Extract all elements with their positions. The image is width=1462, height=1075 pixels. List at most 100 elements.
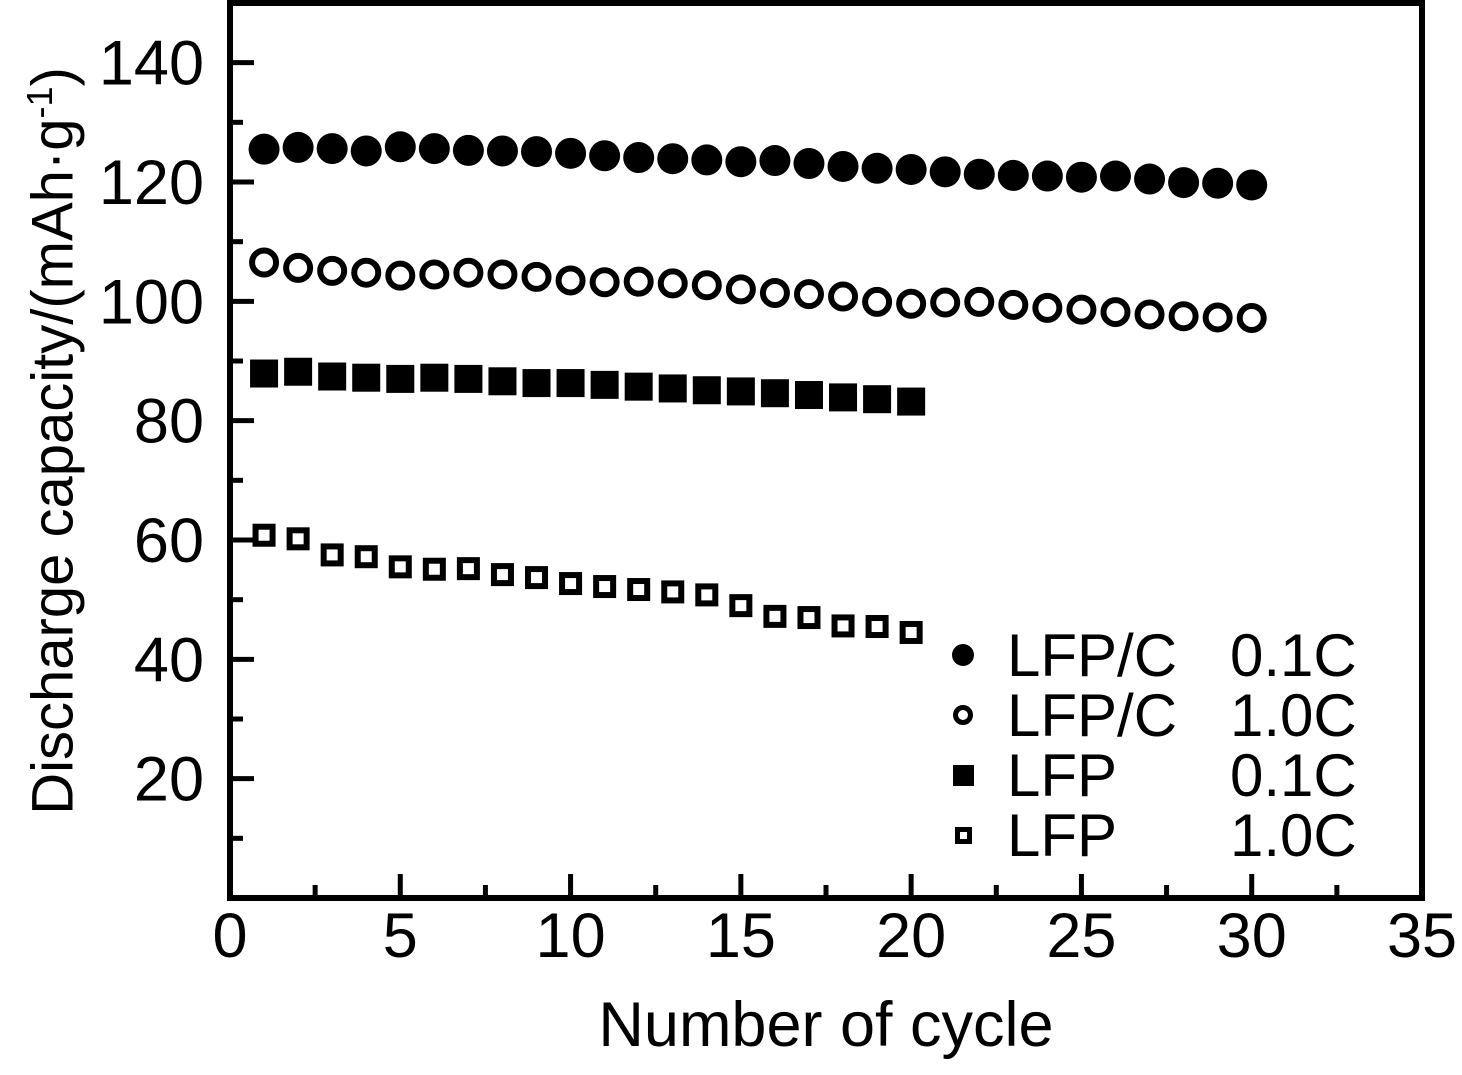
point-lfp-c-1-0c — [759, 277, 790, 308]
legend-marker-cell — [932, 644, 994, 666]
point-lfp-0-1c — [760, 379, 789, 408]
legend-rate-label: 0.1C — [1230, 621, 1357, 689]
point-lfp-c-0-1c — [350, 135, 382, 167]
point-lfp-0-1c — [386, 364, 415, 393]
point-lfp-c-0-1c — [963, 158, 995, 190]
y-tick-label: 100 — [99, 267, 204, 337]
legend-material-label: LFP/C — [1007, 681, 1178, 749]
y-tick-label: 80 — [134, 387, 204, 457]
point-lfp-1-0c — [559, 572, 583, 596]
point-lfp-1-0c — [388, 555, 412, 579]
point-lfp-c-1-0c — [862, 286, 893, 317]
point-lfp-c-0-1c — [589, 140, 621, 172]
point-lfp-1-0c — [252, 523, 276, 547]
point-lfp-c-1-0c — [657, 268, 688, 299]
point-lfp-c-1-0c — [964, 286, 995, 317]
filled-circle-marker-icon — [952, 644, 974, 666]
legend-marker-cell — [932, 826, 994, 844]
point-lfp-1-0c — [661, 580, 685, 604]
point-lfp-c-1-0c — [283, 252, 314, 283]
x-tick-label: 30 — [1217, 901, 1287, 971]
point-lfp-c-1-0c — [589, 267, 620, 298]
x-tick-label: 5 — [383, 901, 418, 971]
point-lfp-c-1-0c — [317, 255, 348, 286]
point-lfp-c-0-1c — [418, 133, 450, 165]
legend-material-label: LFP/C — [1007, 621, 1178, 689]
point-lfp-0-1c — [454, 364, 483, 393]
legend-rate-label: 1.0C — [1230, 801, 1357, 869]
point-lfp-1-0c — [525, 566, 549, 590]
point-lfp-c-1-0c — [385, 260, 416, 291]
point-lfp-0-1c — [284, 357, 313, 386]
point-lfp-0-1c — [863, 385, 892, 414]
point-lfp-0-1c — [692, 376, 721, 405]
y-tick-label: 20 — [134, 745, 204, 815]
point-lfp-c-1-0c — [930, 287, 961, 318]
point-lfp-c-1-0c — [1032, 292, 1063, 323]
point-lfp-c-0-1c — [555, 137, 587, 169]
point-lfp-c-0-1c — [452, 134, 484, 166]
x-axis-label: Number of cycle — [598, 990, 1054, 1060]
point-lfp-1-0c — [456, 557, 480, 581]
x-tick-label: 35 — [1387, 901, 1457, 971]
point-lfp-c-1-0c — [691, 270, 722, 301]
point-lfp-c-1-0c — [793, 279, 824, 310]
point-lfp-1-0c — [422, 557, 446, 581]
point-lfp-c-1-0c — [555, 265, 586, 296]
point-lfp-c-1-0c — [1202, 302, 1233, 333]
point-lfp-0-1c — [624, 372, 653, 401]
point-lfp-c-0-1c — [1065, 161, 1097, 193]
legend-material-label: LFP — [1007, 741, 1118, 809]
point-lfp-1-0c — [354, 545, 378, 569]
point-lfp-1-0c — [695, 583, 719, 607]
point-lfp-c-1-0c — [351, 257, 382, 288]
filled-square-marker-icon — [952, 764, 974, 786]
point-lfp-0-1c — [522, 369, 551, 398]
point-lfp-c-0-1c — [657, 143, 689, 175]
point-lfp-c-0-1c — [1031, 160, 1063, 192]
y-axis-label-text: Discharge capacity/(mAh·g — [20, 118, 86, 815]
y-tick-label: 40 — [134, 625, 204, 695]
legend-marker-cell — [932, 764, 994, 786]
legend-row-lfp-1-0c: LFP 1.0C — [932, 802, 1412, 869]
point-lfp-0-1c — [250, 359, 279, 388]
point-lfp-c-1-0c — [1134, 299, 1165, 330]
open-square-marker-icon — [954, 826, 972, 844]
point-lfp-1-0c — [627, 578, 651, 602]
y-axis-label: Discharge capacity/(mAh·g-1) — [7, 0, 85, 893]
point-lfp-c-1-0c — [249, 247, 280, 278]
point-lfp-c-1-0c — [419, 259, 450, 290]
point-lfp-0-1c — [352, 363, 381, 392]
x-tick-label: 10 — [536, 901, 606, 971]
point-lfp-c-0-1c — [759, 145, 791, 177]
point-lfp-c-1-0c — [1168, 301, 1199, 332]
point-lfp-1-0c — [320, 543, 344, 567]
legend-material-label: LFP — [1007, 801, 1118, 869]
y-tick-label: 140 — [99, 29, 204, 99]
point-lfp-c-0-1c — [1236, 169, 1268, 201]
point-lfp-c-0-1c — [1099, 160, 1131, 192]
point-lfp-c-1-0c — [623, 266, 654, 297]
point-lfp-c-1-0c — [453, 257, 484, 288]
point-lfp-c-0-1c — [384, 131, 416, 163]
point-lfp-0-1c — [829, 383, 858, 412]
point-lfp-c-0-1c — [793, 148, 825, 180]
point-lfp-1-0c — [831, 614, 855, 638]
x-tick-label: 25 — [1046, 901, 1116, 971]
point-lfp-c-1-0c — [521, 261, 552, 292]
point-lfp-c-0-1c — [282, 131, 314, 163]
point-lfp-c-0-1c — [248, 133, 280, 165]
legend-rate-label: 0.1C — [1230, 741, 1357, 809]
point-lfp-c-0-1c — [316, 133, 348, 165]
point-lfp-0-1c — [318, 362, 347, 391]
open-circle-marker-icon — [953, 705, 973, 725]
point-lfp-0-1c — [420, 363, 449, 392]
point-lfp-1-0c — [763, 604, 787, 628]
point-lfp-c-0-1c — [861, 152, 893, 184]
point-lfp-1-0c — [899, 620, 923, 644]
point-lfp-c-1-0c — [725, 274, 756, 305]
point-lfp-c-1-0c — [998, 289, 1029, 320]
y-tick-label: 120 — [99, 148, 204, 218]
x-tick-label: 0 — [212, 901, 247, 971]
